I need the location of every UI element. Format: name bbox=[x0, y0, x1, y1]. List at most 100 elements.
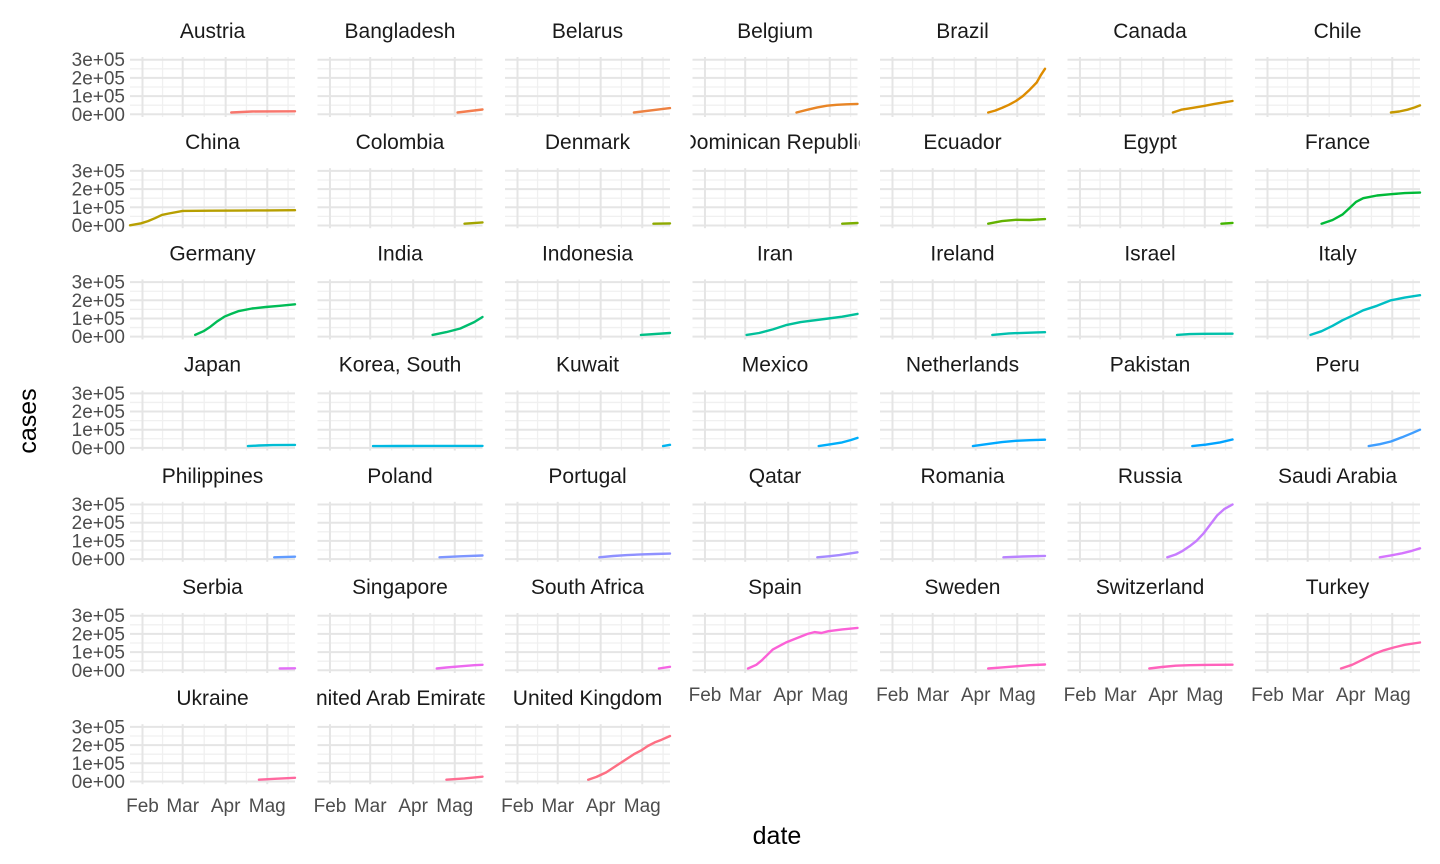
panel-title: Russia bbox=[1118, 465, 1183, 488]
series-line bbox=[1378, 547, 1422, 559]
series-line bbox=[598, 552, 672, 559]
panel-saudi-arabia: Saudi Arabia bbox=[1255, 465, 1422, 562]
x-tick-label: Apr bbox=[773, 685, 803, 706]
series-line bbox=[587, 734, 672, 781]
series-line bbox=[987, 663, 1047, 670]
x-tick-label: Feb bbox=[501, 796, 534, 817]
panel-united-arab-emirates: United Arab Emirates Feb Mar Apr Mag bbox=[301, 687, 499, 817]
panel-colombia: Colombia bbox=[317, 131, 484, 229]
panel-title: Colombia bbox=[356, 131, 445, 154]
x-tick-label: Mag bbox=[999, 685, 1036, 706]
y-tick-label: 2e+05 bbox=[72, 68, 125, 89]
y-tick-label: 1e+05 bbox=[72, 309, 125, 330]
panel-title: Switzerland bbox=[1096, 576, 1205, 599]
panel-title: Japan bbox=[184, 354, 241, 377]
panel-title: Belarus bbox=[552, 20, 623, 43]
panel-title: Ireland bbox=[930, 242, 994, 265]
panel-france: France bbox=[1255, 131, 1422, 229]
panel-title: Chile bbox=[1314, 20, 1362, 43]
x-tick-label: Apr bbox=[1148, 685, 1178, 706]
panel-title: United Kingdom bbox=[513, 687, 662, 710]
panel-brazil: Brazil bbox=[880, 20, 1047, 117]
series-line bbox=[1191, 438, 1234, 448]
panel-kuwait: Kuwait bbox=[505, 354, 672, 451]
y-tick-label: 1e+05 bbox=[72, 198, 125, 219]
panel-title: Bangladesh bbox=[345, 20, 456, 43]
panel-qatar: Qatar bbox=[692, 465, 859, 562]
series-line bbox=[1309, 294, 1422, 337]
series-line bbox=[632, 106, 672, 114]
y-tick-label: 0e+00 bbox=[72, 550, 125, 571]
panel-title: Austria bbox=[180, 20, 246, 43]
y-tick-label: 2e+05 bbox=[72, 624, 125, 645]
series-line bbox=[445, 775, 484, 781]
series-line bbox=[435, 663, 484, 670]
panel-title: Turkey bbox=[1306, 576, 1370, 599]
y-tick-label: 0e+00 bbox=[72, 661, 125, 682]
panel-spain: Spain Feb Mar Apr Mag bbox=[689, 576, 859, 706]
panel-title: United Arab Emirates bbox=[301, 687, 499, 710]
panel-egypt: Egypt bbox=[1067, 131, 1234, 229]
x-tick-label: Mag bbox=[811, 685, 848, 706]
series-line bbox=[971, 438, 1047, 448]
panel-title: Ecuador bbox=[923, 131, 1001, 154]
y-tick-label: 0e+00 bbox=[72, 327, 125, 348]
series-line bbox=[431, 315, 484, 337]
panel-title: Korea, South bbox=[339, 354, 462, 377]
x-tick-label: Apr bbox=[1336, 685, 1366, 706]
x-tick-label: Feb bbox=[1251, 685, 1284, 706]
panel-title: Indonesia bbox=[542, 242, 633, 265]
panel-title: Belgium bbox=[737, 20, 813, 43]
series-line bbox=[817, 436, 859, 448]
y-tick-label: 1e+05 bbox=[72, 420, 125, 441]
panel-title: Germany bbox=[169, 242, 256, 265]
panel-belarus: Belarus bbox=[505, 20, 672, 117]
x-tick-label: Apr bbox=[586, 796, 616, 817]
series-line bbox=[816, 551, 859, 559]
panel-poland: Poland bbox=[317, 465, 484, 562]
y-tick-label: 1e+05 bbox=[72, 531, 125, 552]
x-tick-label: Feb bbox=[1064, 685, 1097, 706]
panel-italy: Italy bbox=[1255, 242, 1422, 340]
x-tick-label: Mag bbox=[1186, 685, 1223, 706]
panel-title: Poland bbox=[367, 465, 432, 488]
panel-title: Spain bbox=[748, 576, 802, 599]
y-tick-label: 2e+05 bbox=[72, 736, 125, 757]
panel-dominican-republic: Dominican Republic bbox=[691, 131, 860, 229]
y-tick-label: 3e+05 bbox=[72, 606, 125, 627]
x-tick-label: Mar bbox=[541, 796, 574, 817]
series-line bbox=[1002, 554, 1047, 559]
panel-chile: Chile bbox=[1255, 20, 1422, 117]
y-tick-label: 1e+05 bbox=[72, 643, 125, 664]
x-tick-label: Feb bbox=[126, 796, 159, 817]
panel-romania: Romania bbox=[880, 465, 1047, 562]
y-tick-label: 0e+00 bbox=[72, 772, 125, 793]
series-line bbox=[1148, 663, 1234, 670]
panel-title: South Africa bbox=[531, 576, 645, 599]
series-line bbox=[463, 221, 484, 225]
panel-ecuador: Ecuador bbox=[880, 131, 1047, 229]
y-tick-label: 3e+05 bbox=[72, 495, 125, 516]
panel-title: Kuwait bbox=[556, 354, 619, 377]
series-line bbox=[257, 776, 297, 781]
panel-title: China bbox=[185, 131, 240, 154]
panel-sweden: Sweden Feb Mar Apr Mag bbox=[876, 576, 1047, 706]
series-line bbox=[745, 312, 859, 337]
series-line bbox=[273, 555, 297, 559]
panel-canada: Canada bbox=[1067, 20, 1234, 117]
panel-title: Singapore bbox=[352, 576, 448, 599]
series-line bbox=[987, 67, 1047, 114]
panel-korea-south: Korea, South bbox=[317, 354, 484, 451]
y-tick-label: 3e+05 bbox=[72, 161, 125, 182]
panel-ireland: Ireland bbox=[880, 242, 1047, 340]
x-tick-label: Feb bbox=[314, 796, 347, 817]
y-tick-label: 1e+05 bbox=[72, 87, 125, 108]
series-line bbox=[1320, 191, 1422, 225]
panel-south-africa: South Africa bbox=[505, 576, 672, 673]
x-tick-label: Mag bbox=[1374, 685, 1411, 706]
y-tick-label: 3e+05 bbox=[72, 273, 125, 294]
